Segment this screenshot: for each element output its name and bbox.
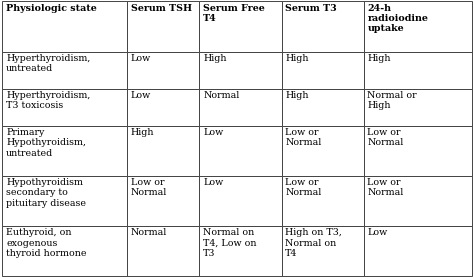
Text: Serum Free
T4: Serum Free T4 [203, 4, 265, 23]
Text: Low: Low [130, 91, 151, 100]
Text: Low: Low [130, 54, 151, 63]
Bar [364, 1, 472, 52]
Bar [364, 126, 472, 176]
Text: Hyperthyroidism,
untreated: Hyperthyroidism, untreated [6, 54, 91, 73]
Text: Low or
Normal: Low or Normal [367, 178, 404, 197]
Bar [364, 52, 472, 88]
Text: Serum TSH: Serum TSH [130, 4, 191, 13]
Bar [127, 1, 200, 52]
Bar [282, 88, 364, 126]
Bar [282, 176, 364, 226]
Text: Primary
Hypothyroidism,
untreated: Primary Hypothyroidism, untreated [6, 128, 86, 158]
Bar [200, 1, 282, 52]
Bar [282, 126, 364, 176]
Text: Serum T3: Serum T3 [285, 4, 337, 13]
Text: Hyperthyroidism,
T3 toxicosis: Hyperthyroidism, T3 toxicosis [6, 91, 91, 110]
Bar [2, 88, 127, 126]
Text: Low or
Normal: Low or Normal [130, 178, 167, 197]
Bar [200, 126, 282, 176]
Bar [200, 52, 282, 88]
Bar [2, 52, 127, 88]
Bar [2, 126, 127, 176]
Text: High: High [367, 54, 391, 63]
Text: Euthyroid, on
exogenous
thyroid hormone: Euthyroid, on exogenous thyroid hormone [6, 228, 87, 258]
Bar [200, 88, 282, 126]
Text: Low: Low [203, 128, 224, 137]
Text: Physiologic state: Physiologic state [6, 4, 97, 13]
Text: Normal: Normal [203, 91, 240, 100]
Bar [364, 88, 472, 126]
Text: Hypothyroidism
secondary to
pituitary disease: Hypothyroidism secondary to pituitary di… [6, 178, 86, 208]
Text: High: High [203, 54, 227, 63]
Text: Low or
Normal: Low or Normal [285, 178, 322, 197]
Text: Low: Low [367, 228, 388, 237]
Text: High on T3,
Normal on
T4: High on T3, Normal on T4 [285, 228, 342, 258]
Text: Low or
Normal: Low or Normal [285, 128, 322, 147]
Bar [2, 1, 127, 52]
Bar [127, 88, 200, 126]
Text: Low: Low [203, 178, 224, 187]
Text: 24-h
radioiodine
uptake: 24-h radioiodine uptake [367, 4, 428, 33]
Text: Low or
Normal: Low or Normal [367, 128, 404, 147]
Bar [127, 176, 200, 226]
Bar [282, 52, 364, 88]
Bar [200, 226, 282, 276]
Bar [127, 226, 200, 276]
Text: Normal: Normal [130, 228, 167, 237]
Text: Normal on
T4, Low on
T3: Normal on T4, Low on T3 [203, 228, 257, 258]
Text: Normal or
High: Normal or High [367, 91, 417, 110]
Bar [127, 126, 200, 176]
Bar [2, 226, 127, 276]
Text: High: High [130, 128, 154, 137]
Text: High: High [285, 91, 309, 100]
Bar [127, 52, 200, 88]
Bar [2, 176, 127, 226]
Bar [364, 226, 472, 276]
Text: High: High [285, 54, 309, 63]
Bar [282, 226, 364, 276]
Bar [200, 176, 282, 226]
Bar [282, 1, 364, 52]
Bar [364, 176, 472, 226]
